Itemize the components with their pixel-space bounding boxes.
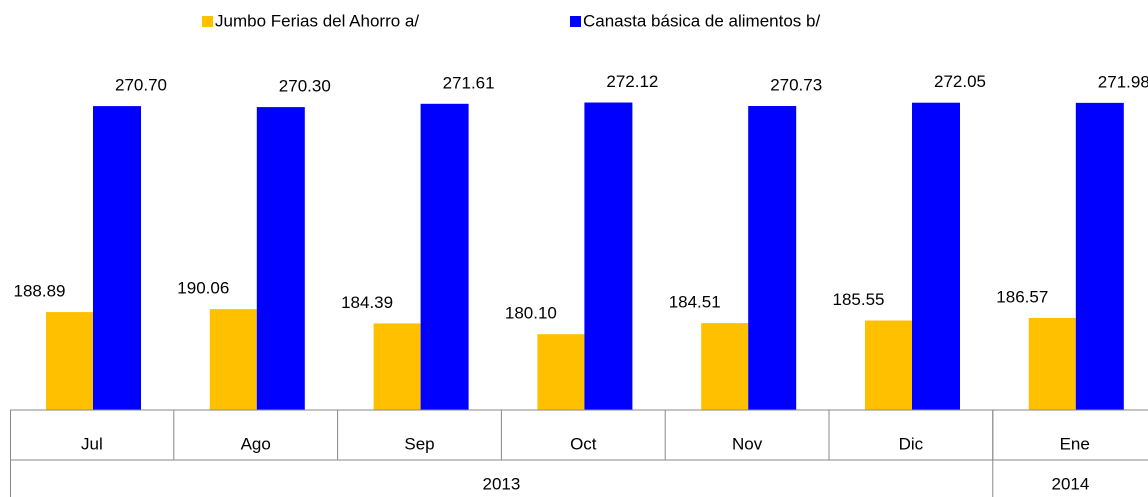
bar xyxy=(46,312,93,410)
bar xyxy=(209,309,257,410)
x-tick-label: Nov xyxy=(732,434,763,453)
bar xyxy=(1075,102,1124,410)
x-tick-label: Sep xyxy=(404,434,434,453)
legend-swatch xyxy=(202,16,213,27)
legend-swatch xyxy=(570,16,581,27)
value-label: 270.73 xyxy=(770,76,822,95)
bar xyxy=(93,106,141,411)
bar xyxy=(420,103,469,410)
legend-label: Jumbo Ferias del Ahorro a/ xyxy=(215,11,419,30)
x-tick-label: Oct xyxy=(570,434,597,453)
legend-label: Canasta básica de alimentos b/ xyxy=(583,11,820,30)
bar xyxy=(584,102,633,410)
bar xyxy=(537,334,585,410)
bar xyxy=(912,102,960,411)
bar xyxy=(1028,317,1076,410)
bar xyxy=(701,323,749,410)
value-label: 184.39 xyxy=(341,293,393,312)
bar xyxy=(748,106,797,410)
value-label: 180.10 xyxy=(505,304,557,323)
value-label: 270.30 xyxy=(279,77,331,96)
x-tick-label: Ene xyxy=(1060,434,1090,453)
value-label: 272.12 xyxy=(606,72,658,91)
group-label: 2013 xyxy=(482,474,520,493)
x-tick-label: Dic xyxy=(899,434,924,453)
x-tick-label: Jul xyxy=(81,434,103,453)
group-label: 2014 xyxy=(1051,474,1089,493)
bar xyxy=(865,320,912,410)
value-label: 270.70 xyxy=(115,76,167,95)
value-label: 184.51 xyxy=(669,293,721,312)
value-label: 272.05 xyxy=(934,72,986,91)
bar xyxy=(256,107,305,411)
value-label: 188.89 xyxy=(14,282,66,301)
value-label: 185.55 xyxy=(833,290,885,309)
value-label: 186.57 xyxy=(996,287,1048,306)
value-label: 190.06 xyxy=(177,279,229,298)
x-tick-label: Ago xyxy=(241,434,271,453)
value-label: 271.61 xyxy=(443,73,495,92)
value-label: 271.98 xyxy=(1098,72,1148,91)
bar xyxy=(373,323,421,410)
